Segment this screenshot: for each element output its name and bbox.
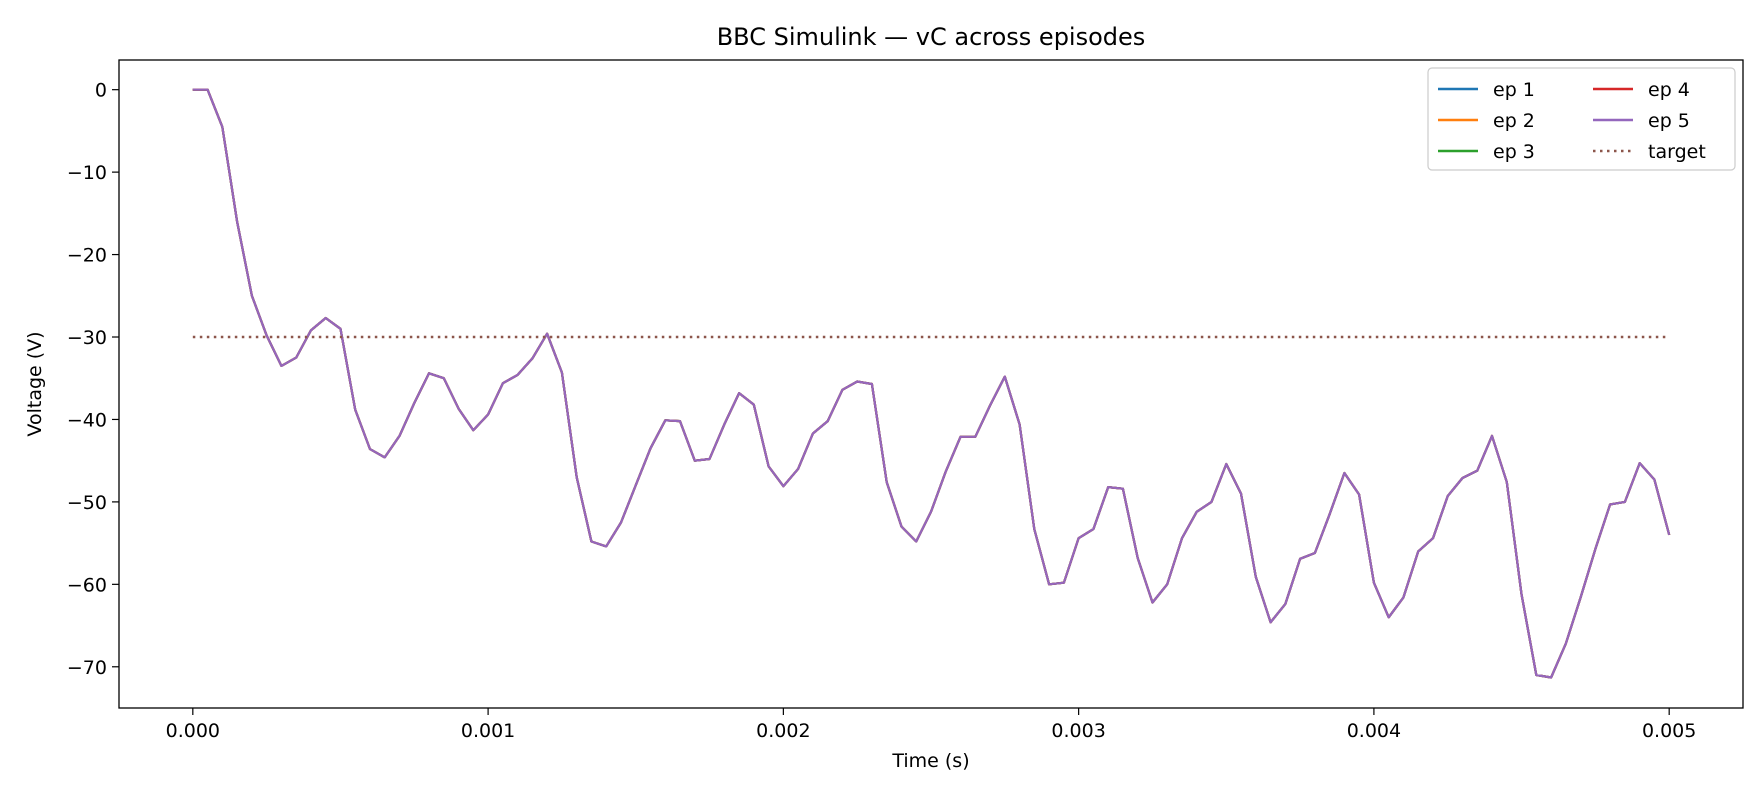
legend-label: ep 5 (1648, 110, 1690, 132)
legend: ep 1 ep 2 ep 3 ep 4 ep 5 target (1427, 67, 1736, 171)
x-axis-label: Time (s) (891, 750, 969, 772)
legend-box (1427, 67, 1736, 171)
x-tick-label: 0.005 (1642, 720, 1696, 742)
x-tick-label: 0.002 (756, 720, 810, 742)
x-tick-label: 0.003 (1051, 720, 1105, 742)
x-tick-label: 0.001 (461, 720, 515, 742)
y-tick-label: 0 (95, 80, 107, 102)
y-tick-label: −30 (67, 327, 107, 349)
legend-label: ep 1 (1493, 79, 1535, 101)
y-axis-label: Voltage (V) (24, 331, 46, 436)
legend-label: ep 2 (1493, 110, 1535, 132)
y-tick-label: −20 (67, 245, 107, 267)
y-axis-ticks: 0 −10 −20 −30 −40 −50 −60 −70 (67, 80, 119, 679)
y-tick-label: −10 (67, 162, 107, 184)
legend-label: target (1648, 141, 1706, 163)
x-axis-ticks: 0.000 0.001 0.002 0.003 0.004 0.005 (166, 708, 1696, 742)
legend-label: ep 3 (1493, 141, 1535, 163)
x-tick-label: 0.004 (1347, 720, 1401, 742)
x-tick-label: 0.000 (166, 720, 220, 742)
series-line-ep-5 (192, 88, 1671, 679)
plot-frame (118, 59, 1744, 709)
series-layer (192, 88, 1671, 679)
y-tick-label: −50 (67, 492, 107, 514)
y-tick-label: −40 (67, 409, 107, 431)
chart-title: BBC Simulink — vC across episodes (717, 23, 1146, 51)
y-tick-label: −70 (67, 657, 107, 679)
legend-label: ep 4 (1648, 79, 1690, 101)
y-tick-label: −60 (67, 574, 107, 596)
